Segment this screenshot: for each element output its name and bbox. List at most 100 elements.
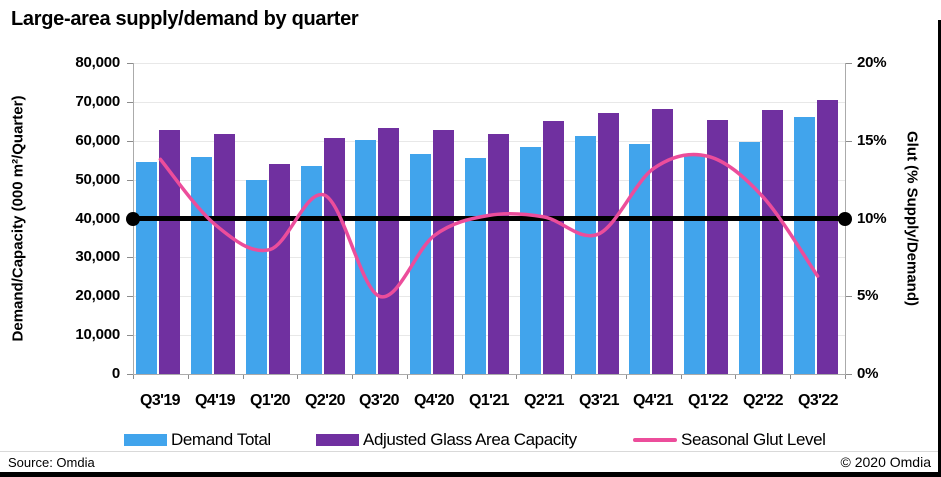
x-axis-category-label: Q1'21 xyxy=(469,392,510,409)
legend-item-adjusted-capacity: Adjusted Glass Area Capacity xyxy=(316,430,577,449)
right-axis-tick-label: 20% xyxy=(857,54,887,71)
x-axis-tick xyxy=(735,375,736,379)
legend-label-demand-total: Demand Total xyxy=(171,430,271,449)
bar-demand-total xyxy=(410,153,431,374)
x-axis-category-label: Q4'21 xyxy=(633,392,674,409)
chart-title: Large-area supply/demand by quarter xyxy=(11,8,359,30)
bar-adjusted-capacity xyxy=(762,110,783,374)
bar-adjusted-capacity xyxy=(817,100,838,374)
x-axis-tick xyxy=(626,375,627,379)
x-axis-category-label: Q3'20 xyxy=(359,392,400,409)
bar-adjusted-capacity xyxy=(707,120,728,374)
right-axis-tick-label: 15% xyxy=(857,132,887,149)
legend-label-adjusted-capacity: Adjusted Glass Area Capacity xyxy=(363,430,577,449)
right-border-bar xyxy=(938,20,941,477)
bar-adjusted-capacity xyxy=(543,121,564,374)
x-axis-category-label: Q2'21 xyxy=(524,392,565,409)
left-axis-tick-label: 60,000 xyxy=(75,132,120,149)
left-axis-tick xyxy=(127,63,133,64)
legend-swatch-demand-total xyxy=(124,434,167,446)
left-axis-tick-label: 0 xyxy=(111,365,120,382)
bar-demand-total xyxy=(520,147,541,374)
x-axis-category-label: Q4'20 xyxy=(414,392,455,409)
bar-demand-total xyxy=(629,143,650,374)
legend-item-seasonal-glut: Seasonal Glut Level xyxy=(633,430,826,449)
bar-demand-total xyxy=(739,142,760,374)
right-axis-tick-label: 10% xyxy=(857,210,887,227)
x-axis-tick xyxy=(571,375,572,379)
bar-demand-total xyxy=(355,140,376,374)
x-axis-category-label: Q2'22 xyxy=(743,392,784,409)
x-axis-tick xyxy=(681,375,682,379)
right-axis-tick xyxy=(846,296,852,297)
left-axis-tick-label: 80,000 xyxy=(75,54,120,71)
x-axis-category-label: Q3'21 xyxy=(579,392,620,409)
x-axis-tick xyxy=(133,375,134,379)
left-axis-tick xyxy=(127,180,133,181)
x-axis-line xyxy=(133,374,846,375)
left-axis-tick-label: 40,000 xyxy=(75,210,120,227)
bar-adjusted-capacity xyxy=(652,109,673,374)
left-axis-tick xyxy=(127,102,133,103)
left-axis-tick xyxy=(127,141,133,142)
right-axis-tick xyxy=(846,63,852,64)
reference-line-left-marker xyxy=(126,211,140,226)
bar-demand-total xyxy=(246,180,267,374)
left-axis-tick xyxy=(127,335,133,336)
legend-swatch-adjusted-capacity xyxy=(316,434,359,446)
footer-divider xyxy=(0,451,941,452)
left-axis-tick-label: 70,000 xyxy=(75,93,120,110)
bar-adjusted-capacity xyxy=(378,127,399,374)
source-text: Source: Omdia xyxy=(8,455,95,470)
x-axis-category-label: Q1'22 xyxy=(688,392,729,409)
reference-line-right-marker xyxy=(838,211,852,226)
bar-adjusted-capacity xyxy=(159,129,180,374)
seasonal-glut-line xyxy=(158,152,820,299)
left-axis-tick xyxy=(127,296,133,297)
bottom-border-bar xyxy=(0,472,941,477)
x-axis-tick xyxy=(352,375,353,379)
bar-demand-total xyxy=(575,135,596,374)
left-axis-tick-label: 50,000 xyxy=(75,171,120,188)
right-axis-tick-label: 5% xyxy=(857,287,879,304)
gridline xyxy=(133,102,845,103)
right-axis-tick xyxy=(846,141,852,142)
x-axis-category-label: Q3'22 xyxy=(798,392,839,409)
bar-adjusted-capacity xyxy=(598,112,619,374)
x-axis-tick xyxy=(297,375,298,379)
right-axis-tick-label: 0% xyxy=(857,365,879,382)
legend-label-seasonal-glut: Seasonal Glut Level xyxy=(681,430,826,449)
legend-item-demand-total: Demand Total xyxy=(124,430,271,449)
x-axis-tick xyxy=(462,375,463,379)
bar-demand-total xyxy=(794,117,815,374)
bar-adjusted-capacity xyxy=(433,130,454,374)
bar-demand-total xyxy=(191,157,212,374)
bar-demand-total xyxy=(136,162,157,374)
reference-line-10pct xyxy=(133,216,845,221)
left-axis-tick-label: 30,000 xyxy=(75,248,120,265)
bar-adjusted-capacity xyxy=(214,134,235,374)
left-axis-tick xyxy=(127,257,133,258)
x-axis-category-label: Q2'20 xyxy=(305,392,346,409)
x-axis-tick xyxy=(845,375,846,379)
x-axis-category-label: Q4'19 xyxy=(195,392,236,409)
gridline xyxy=(133,63,845,64)
x-axis-tick xyxy=(790,375,791,379)
right-axis-tick xyxy=(846,374,852,375)
left-axis-tick-label: 20,000 xyxy=(75,287,120,304)
x-axis-tick xyxy=(407,375,408,379)
left-axis-tick xyxy=(127,374,133,375)
x-axis-tick xyxy=(243,375,244,379)
bar-demand-total xyxy=(684,155,705,374)
x-axis-category-label: Q1'20 xyxy=(250,392,291,409)
left-axis-tick-label: 10,000 xyxy=(75,326,120,343)
x-axis-category-label: Q3'19 xyxy=(140,392,181,409)
bar-demand-total xyxy=(465,158,486,374)
x-axis-tick xyxy=(516,375,517,379)
legend-line-seasonal-glut xyxy=(633,438,677,442)
bar-adjusted-capacity xyxy=(488,133,509,374)
copyright-text: © 2020 Omdia xyxy=(840,454,931,470)
x-axis-tick xyxy=(188,375,189,379)
